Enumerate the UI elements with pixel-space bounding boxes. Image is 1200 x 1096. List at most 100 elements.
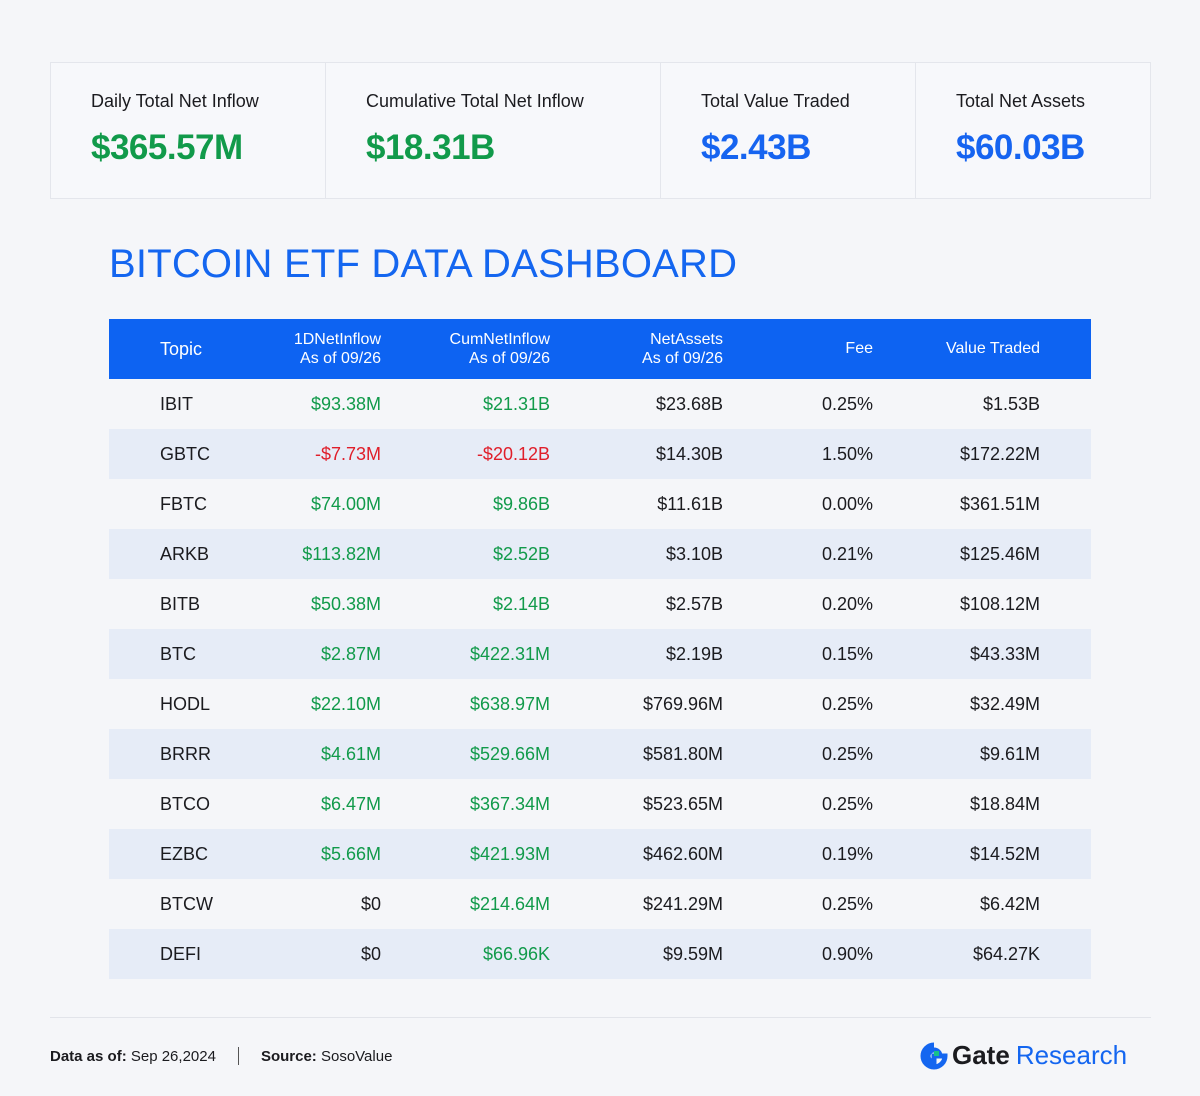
header-net-assets: NetAssets As of 09/26	[642, 331, 723, 367]
page-title: BITCOIN ETF DATA DASHBOARD	[109, 242, 738, 286]
summary-value: $365.57M	[91, 128, 243, 167]
table-row: BTC $2.87M $422.31M $2.19B 0.15% $43.33M	[109, 629, 1091, 679]
header-fee: Fee	[845, 340, 873, 357]
cell-cum-net-inflow: -$20.12B	[476, 443, 550, 464]
cell-topic: BRRR	[160, 743, 212, 764]
cell-net-assets: $523.65M	[642, 793, 723, 814]
cell-1d-net-inflow: $6.47M	[320, 793, 381, 814]
summary-card-value-traded: Total Value Traded $2.43B	[661, 63, 916, 198]
cell-topic: GBTC	[160, 443, 211, 464]
cell-fee: 0.90%	[821, 943, 873, 964]
cell-net-assets: $14.30B	[655, 443, 723, 464]
cell-cum-net-inflow: $367.34M	[469, 793, 550, 814]
cell-1d-net-inflow: $0	[360, 893, 381, 914]
summary-label: Total Net Assets	[956, 91, 1086, 111]
table-row: DEFI $0 $66.96K $9.59M 0.90% $64.27K	[109, 929, 1091, 979]
cell-1d-net-inflow: $22.10M	[310, 693, 381, 714]
cell-value-traded: $125.46M	[959, 543, 1040, 564]
cell-1d-net-inflow: $2.87M	[320, 643, 381, 664]
data-as-of-label: Data as of:	[50, 1047, 127, 1065]
summary-label: Daily Total Net Inflow	[91, 91, 259, 111]
cell-value-traded: $32.49M	[969, 693, 1040, 714]
table-row: BTCW $0 $214.64M $241.29M 0.25% $6.42M	[109, 879, 1091, 929]
header-topic: Topic	[160, 338, 203, 359]
cell-topic: BTC	[160, 643, 196, 664]
brand-logo: Gate Research	[920, 1040, 1127, 1071]
source-label: Source:	[260, 1047, 317, 1065]
summary-label: Total Value Traded	[701, 91, 850, 111]
cell-fee: 0.21%	[821, 543, 873, 564]
summary-value: $60.03B	[956, 128, 1085, 167]
cell-value-traded: $361.51M	[959, 493, 1040, 514]
table-header: Topic 1DNetInflow As of 09/26 CumNetInfl…	[109, 319, 1091, 379]
table-row: EZBC $5.66M $421.93M $462.60M 0.19% $14.52M	[109, 829, 1091, 879]
cell-1d-net-inflow: $0	[360, 943, 381, 964]
cell-fee: 0.19%	[821, 843, 873, 864]
cell-fee: 0.15%	[821, 643, 873, 664]
table-row: GBTC -$7.73M -$20.12B $14.30B 1.50% $172.22M	[109, 429, 1091, 479]
brand-gate: Gate	[952, 1040, 1010, 1070]
cell-topic: IBIT	[160, 393, 194, 414]
cell-net-assets: $462.60M	[642, 843, 723, 864]
cell-net-assets: $3.10B	[665, 543, 723, 564]
cell-topic: BTCO	[160, 793, 211, 814]
table-row: ARKB $113.82M $2.52B $3.10B 0.21% $125.46M	[109, 529, 1091, 579]
cell-net-assets: $11.61B	[657, 493, 723, 514]
cell-value-traded: $43.33M	[969, 643, 1040, 664]
summary-card-daily-inflow: Daily Total Net Inflow $365.57M	[51, 63, 326, 198]
cell-net-assets: $241.29M	[642, 893, 723, 914]
table-row: FBTC $74.00M $9.86B $11.61B 0.00% $361.51M	[109, 479, 1091, 529]
header-cum-net-inflow: CumNetInflow As of 09/26	[449, 331, 550, 367]
cell-net-assets: $9.59M	[662, 943, 723, 964]
table-row: HODL $22.10M $638.97M $769.96M 0.25% $32.49M	[109, 679, 1091, 729]
cell-cum-net-inflow: $66.96K	[482, 943, 550, 964]
cell-cum-net-inflow: $21.31B	[482, 393, 550, 414]
cell-fee: 1.50%	[821, 443, 873, 464]
table-row: BITB $50.38M $2.14B $2.57B 0.20% $108.12M	[109, 579, 1091, 629]
cell-value-traded: $64.27K	[972, 943, 1040, 964]
cell-topic: FBTC	[160, 493, 207, 514]
cell-topic: HODL	[160, 693, 211, 714]
table-row: BRRR $4.61M $529.66M $581.80M 0.25% $9.61M	[109, 729, 1091, 779]
cell-1d-net-inflow: $50.38M	[310, 593, 381, 614]
cell-cum-net-inflow: $9.86B	[492, 493, 550, 514]
cell-cum-net-inflow: $2.52B	[492, 543, 550, 564]
cell-cum-net-inflow: $421.93M	[469, 843, 550, 864]
cell-topic: BITB	[160, 593, 201, 614]
cell-fee: 0.25%	[821, 793, 873, 814]
summary-panel: Daily Total Net Inflow $365.57M Cumulati…	[50, 62, 1151, 199]
header-1d-net-inflow: 1DNetInflow As of 09/26	[293, 331, 381, 367]
brand-research: Research	[1015, 1040, 1128, 1070]
cell-cum-net-inflow: $638.97M	[469, 693, 550, 714]
footer: Data as of: Sep 26,2024 Source: SosoValu…	[50, 1047, 392, 1065]
cell-net-assets: $2.19B	[665, 643, 723, 664]
cell-value-traded: $14.52M	[969, 843, 1040, 864]
cell-cum-net-inflow: $214.64M	[469, 893, 550, 914]
cell-fee: 0.25%	[821, 743, 873, 764]
cell-cum-net-inflow: $529.66M	[469, 743, 550, 764]
cell-net-assets: $581.80M	[642, 743, 723, 764]
cell-value-traded: $9.61M	[979, 743, 1040, 764]
cell-1d-net-inflow: $4.61M	[320, 743, 381, 764]
cell-value-traded: $6.42M	[979, 893, 1040, 914]
cell-1d-net-inflow: $93.38M	[310, 393, 381, 414]
source-value: SosoValue	[320, 1047, 393, 1065]
cell-cum-net-inflow: $422.31M	[469, 643, 550, 664]
summary-value: $18.31B	[366, 128, 495, 167]
cell-1d-net-inflow: -$7.73M	[314, 443, 381, 464]
summary-card-cumulative-inflow: Cumulative Total Net Inflow $18.31B	[326, 63, 661, 198]
etf-table: Topic 1DNetInflow As of 09/26 CumNetInfl…	[109, 319, 1091, 979]
gate-logo-icon	[920, 1042, 948, 1069]
cell-topic: EZBC	[160, 843, 209, 864]
cell-1d-net-inflow: $74.00M	[310, 493, 381, 514]
cell-value-traded: $1.53B	[982, 393, 1040, 414]
cell-net-assets: $769.96M	[642, 693, 723, 714]
cell-topic: BTCW	[160, 893, 213, 914]
cell-fee: 0.25%	[821, 693, 873, 714]
cell-cum-net-inflow: $2.14B	[492, 593, 550, 614]
summary-value: $2.43B	[701, 128, 811, 167]
cell-fee: 0.25%	[821, 393, 873, 414]
cell-topic: DEFI	[160, 943, 202, 964]
cell-fee: 0.00%	[821, 493, 873, 514]
table-row: IBIT $93.38M $21.31B $23.68B 0.25% $1.53B	[109, 379, 1091, 429]
